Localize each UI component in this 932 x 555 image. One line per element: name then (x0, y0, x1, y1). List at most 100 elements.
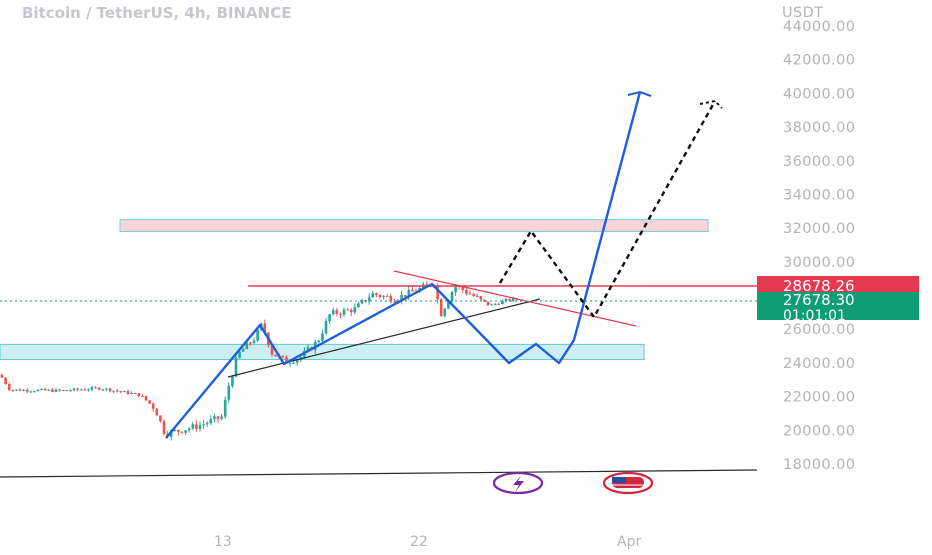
candle-body (274, 354, 277, 357)
currency-label: USDT (782, 5, 823, 21)
candle-body (137, 393, 141, 396)
annotation-drawings (0, 90, 758, 478)
candle-body (33, 391, 36, 393)
candle-body (162, 421, 166, 434)
candle-body (90, 387, 94, 390)
candle-body (209, 419, 213, 424)
candle-body (112, 390, 115, 392)
candle-body (25, 389, 29, 392)
candle-body (213, 416, 216, 420)
candle-body (317, 340, 321, 343)
candle-body (87, 389, 90, 391)
candle-body (47, 389, 51, 391)
candle-body (490, 304, 493, 306)
candle-body (141, 395, 144, 397)
candle-body (69, 390, 72, 392)
price-axis[interactable]: 44000.00 42000.00 40000.00 38000.00 36000.00… (783, 19, 855, 473)
candle-body (321, 333, 324, 341)
candle-body (382, 295, 385, 297)
candle-body (367, 297, 371, 302)
candle-body (43, 388, 47, 391)
us-flag-event-icon[interactable] (602, 471, 654, 495)
candle-body (450, 292, 454, 302)
candle-body (231, 376, 234, 386)
bullish-projection-path (165, 91, 642, 439)
y-tick-label: 44000.00 (783, 19, 855, 35)
candle-body (159, 415, 162, 422)
candle-body (493, 303, 497, 305)
candle-body (378, 295, 382, 297)
candle-body (411, 289, 414, 292)
candle-body (83, 389, 87, 391)
candle-body (371, 293, 375, 298)
candle-body (288, 362, 292, 364)
candle-body (115, 390, 119, 392)
candle-body (472, 294, 475, 297)
candle-body (256, 329, 259, 341)
candle-body (7, 383, 11, 390)
candle-body (497, 303, 501, 305)
candle-body (11, 389, 15, 391)
svg-text:28678.26: 28678.26 (783, 277, 855, 295)
candle-body (76, 388, 79, 390)
candle-body (216, 416, 220, 419)
candle-body (245, 342, 249, 350)
x-tick-label: 22 (410, 534, 428, 550)
alternative-projection-path (498, 100, 717, 319)
last-price-label: 27678.30 01:01:01 (757, 291, 919, 324)
candle-body (119, 391, 123, 393)
candle-body (328, 314, 331, 322)
candle-body (508, 299, 511, 301)
candle-body (454, 286, 457, 293)
svg-text:01:01:01: 01:01:01 (783, 308, 846, 324)
candle-body (105, 388, 108, 390)
lightning-event-icon[interactable] (492, 471, 544, 495)
y-tick-label: 18000.00 (783, 457, 855, 473)
candle-body (270, 345, 274, 355)
candle-body (501, 300, 504, 305)
candle-body (187, 428, 191, 431)
time-axis[interactable]: 13 22 Apr (214, 534, 641, 550)
candle-body (227, 385, 231, 400)
candle-body (173, 429, 177, 431)
x-tick-label: Apr (617, 534, 641, 550)
upper-resistance-zone (119, 219, 709, 233)
candle-body (400, 295, 403, 301)
candle-body (198, 425, 202, 429)
candle-body (177, 429, 180, 432)
resistance-price-label: 28678.26 (757, 276, 919, 297)
candle-body (375, 293, 378, 296)
candle-body (252, 340, 256, 343)
candle-body (180, 431, 184, 433)
projection-arrowhead (627, 90, 652, 97)
candle-body (184, 430, 187, 433)
candle-body (40, 388, 43, 390)
y-tick-label: 32000.00 (783, 221, 855, 237)
y-tick-label: 20000.00 (783, 423, 855, 439)
candle-body (263, 323, 267, 333)
y-tick-label: 24000.00 (783, 356, 855, 372)
candle-body (486, 301, 490, 306)
candle-body (101, 389, 105, 391)
candle-body (65, 390, 69, 392)
candle-body (18, 389, 22, 391)
candle-body (346, 309, 349, 311)
candle-body (331, 310, 335, 315)
candle-body (58, 389, 61, 391)
candle-body (389, 296, 393, 302)
candle-body (205, 423, 209, 425)
candle-body (447, 301, 450, 309)
y-tick-label: 40000.00 (783, 86, 855, 102)
candle-body (234, 357, 238, 377)
candle-body (357, 303, 360, 308)
candle-body (195, 424, 198, 429)
candle-body (202, 424, 205, 426)
candle-body (238, 351, 241, 358)
y-tick-label: 22000.00 (783, 390, 855, 406)
candle-body (285, 356, 288, 363)
candle-body (241, 349, 245, 352)
candle-body (360, 300, 364, 304)
candle-body (479, 296, 483, 300)
